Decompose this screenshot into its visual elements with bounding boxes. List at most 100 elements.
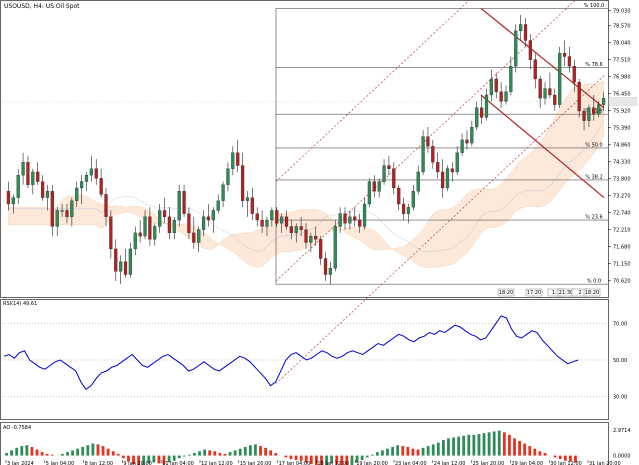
time-tick-label: 23 Jan 04:00 <box>395 461 427 465</box>
candle-body <box>221 184 225 201</box>
descending-channel-upper <box>480 7 605 109</box>
candle-body <box>177 191 181 221</box>
candle-body <box>519 24 523 32</box>
time-tick-label: 31 Jan 20:00 <box>589 461 621 465</box>
fib-time-labels: 18:20 17:20 1:121:30 2 18:20 <box>497 288 601 297</box>
candle-body <box>216 200 220 211</box>
candle-body <box>128 248 133 275</box>
time-tick-label: 30 Jan 12:00 <box>550 461 582 465</box>
candle-body <box>582 110 586 121</box>
candle-body <box>436 162 440 173</box>
candle-body <box>133 232 137 250</box>
time-tick-label: 19 Jan 20:00 <box>356 461 388 465</box>
candle-body <box>138 232 142 237</box>
candle-body <box>123 261 128 275</box>
candle-body <box>348 216 352 224</box>
fib-time-box <box>497 288 515 297</box>
time-tick-label: 3 Jan 2024 <box>7 461 34 465</box>
ao-tick-label: 2.9714 <box>613 428 631 434</box>
candle-body <box>148 216 152 240</box>
candle-body <box>553 94 557 105</box>
candle-body <box>543 88 547 99</box>
candle-body <box>16 175 20 198</box>
candle-body <box>236 152 240 166</box>
ascending-channel-mid <box>275 75 605 384</box>
price-tick-label: 76.980 <box>613 74 631 80</box>
candle-body <box>240 165 245 201</box>
candle-body <box>377 181 381 192</box>
time-tick-label: 18 Jan 12:00 <box>317 461 349 465</box>
candle-body <box>89 168 93 176</box>
candle-body <box>21 162 25 176</box>
time-tick-label: 15 Jan 20:00 <box>240 461 272 465</box>
ao-label: AO -0.7584 <box>3 425 31 431</box>
price-tick-label: 74.860 <box>613 142 631 148</box>
fib-level-label: % 100.0 <box>584 3 605 9</box>
candle-body <box>465 139 469 144</box>
candle-body <box>279 216 284 224</box>
candle-body <box>533 59 537 80</box>
candle-body <box>45 191 50 198</box>
candle-body <box>558 53 562 105</box>
cloud-baseline <box>8 119 604 252</box>
time-tick-label: 8 Jan 12:00 <box>85 461 113 465</box>
candle-body <box>372 181 376 192</box>
candle-body <box>167 216 172 234</box>
candle-body <box>455 152 459 173</box>
rsi-label: RSI(14) 49.61 <box>3 301 37 307</box>
candle-body <box>411 191 415 208</box>
ao-tick-label: 0.0000 <box>613 454 631 460</box>
candle-body <box>528 40 533 60</box>
candle-body <box>387 165 391 169</box>
price-tick-label: 74.330 <box>613 159 631 165</box>
candle-body <box>314 235 318 240</box>
price-channels[interactable] <box>275 0 605 384</box>
candle-body <box>265 219 269 227</box>
fib-time-box <box>583 288 601 297</box>
price-tick-label: 78.570 <box>613 23 631 29</box>
ao-panel-frame <box>0 422 609 465</box>
candle-body <box>289 226 293 234</box>
candle-body <box>60 210 64 212</box>
time-tick-label: 5 Jan 04:00 <box>46 461 74 465</box>
candle-body <box>187 213 191 234</box>
candle-body <box>75 187 79 201</box>
candle-body <box>40 181 45 198</box>
candle-body <box>353 216 357 221</box>
time-tick-label: 25 Jan 20:00 <box>473 461 505 465</box>
fib-time-label: 1:1 <box>552 290 560 296</box>
candle-body <box>328 267 333 275</box>
rsi-tick-label: 70.00 <box>613 321 627 327</box>
candle-body <box>597 104 601 115</box>
candle-body <box>343 213 347 224</box>
candle-body <box>31 171 35 185</box>
fib-time-label: 17:20 <box>527 290 541 296</box>
candle-body <box>50 191 54 227</box>
price-tick-label: 77.510 <box>613 57 631 63</box>
candle-body <box>445 168 450 189</box>
candle-body <box>426 136 430 147</box>
candle-body <box>572 65 576 83</box>
candle-body <box>577 82 581 112</box>
candle-body <box>197 229 201 243</box>
candle-body <box>255 213 259 221</box>
time-tick-label: 17 Jan 04:00 <box>279 461 311 465</box>
candle-body <box>475 107 479 128</box>
candle-body <box>143 216 147 237</box>
candle-body <box>294 226 298 234</box>
candle-body <box>70 200 74 217</box>
time-axis: 3 Jan 2024 5 Jan 04:00 8 Jan 12:00 9 Jan 20… <box>5 460 621 465</box>
candle-body <box>162 210 167 217</box>
candle-body <box>587 107 591 121</box>
candle-body <box>84 175 89 182</box>
candle-body <box>201 216 206 230</box>
candle-body <box>499 91 503 102</box>
rsi-indicator-panel: 70.00 50.00 30.00 <box>2 315 627 401</box>
candle-body <box>226 168 230 185</box>
ascending-channel-lower <box>275 0 576 282</box>
time-tick-label: 29 Jan 04:00 <box>511 461 543 465</box>
candle-body <box>206 216 211 221</box>
price-tick-label: 73.800 <box>613 176 631 182</box>
